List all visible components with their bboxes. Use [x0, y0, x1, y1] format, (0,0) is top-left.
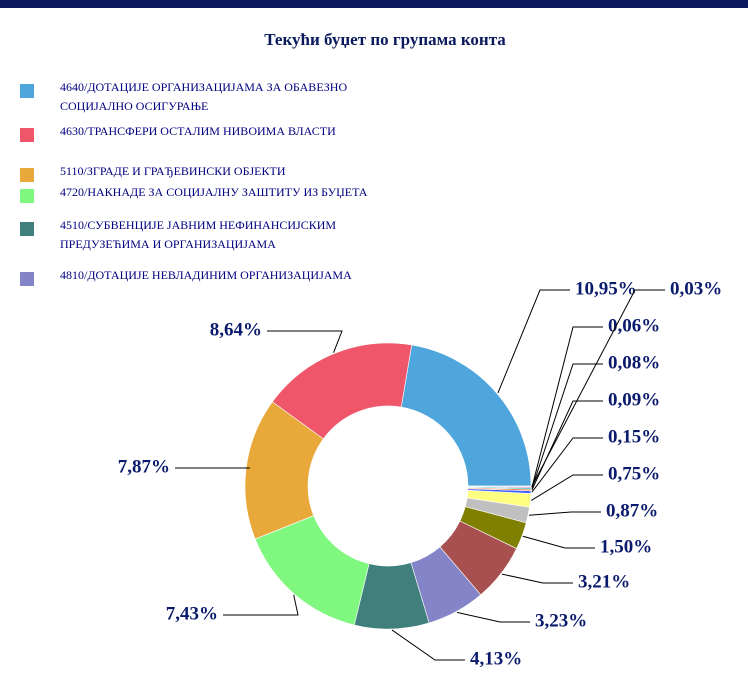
legend-label: 5110/ЗГРАДЕ И ГРАЂЕВИНСКИ ОБЈЕКТИ: [60, 164, 286, 178]
legend-label: 4640/ДОТАЦИЈЕ ОРГАНИЗАЦИЈАМА ЗА ОБАВЕЗНО…: [60, 80, 348, 113]
data-label: 0,87%: [606, 500, 658, 521]
leader-line: [497, 289, 570, 394]
data-label: 0,08%: [608, 352, 660, 373]
data-label: 7,43%: [166, 603, 218, 624]
data-label: 10,95%: [575, 278, 637, 299]
data-label: 0,15%: [608, 426, 660, 447]
leader-line: [531, 474, 603, 501]
data-label: 0,03%: [670, 278, 722, 299]
legend-swatch: [20, 168, 34, 182]
donut-slice: [467, 485, 532, 487]
data-label: 0,75%: [608, 463, 660, 484]
leader-line: [522, 535, 595, 549]
legend-swatch: [20, 222, 34, 236]
legend-swatch: [20, 128, 34, 142]
data-label: 3,23%: [535, 610, 587, 631]
data-label: 4,13%: [470, 648, 522, 669]
leader-line: [501, 573, 573, 584]
legend-swatch: [20, 189, 34, 203]
data-label: 0,09%: [608, 389, 660, 410]
leader-line: [531, 437, 603, 493]
legend-label: 4720/НАКНАДЕ ЗА СОЦИЈАЛНУ ЗАШТИТУ ИЗ БУЏ…: [60, 185, 368, 199]
leader-line: [456, 611, 530, 623]
leader-line: [223, 594, 299, 616]
data-label: 1,50%: [600, 536, 652, 557]
chart-title: Текући буџет по групама конта: [264, 30, 506, 49]
legend-label: 4510/СУБВЕНЦИЈЕ ЈАВНИМ НЕФИНАНСИЈСКИМ ПР…: [60, 218, 337, 251]
top-bar: [0, 0, 748, 8]
legend-label: 4810/ДОТАЦИЈЕ НЕВЛАДИНИМ ОРГАНИЗАЦИЈАМА: [60, 268, 352, 282]
donut-slice: [400, 344, 532, 487]
data-label: 0,06%: [608, 315, 660, 336]
leader-line: [531, 363, 603, 489]
leader-line: [267, 330, 343, 353]
data-label: 8,64%: [210, 319, 262, 340]
legend-label: 4630/ТРАНСФЕРИ ОСТАЛИМ НИВОИМА ВЛАСТИ: [60, 124, 336, 138]
legend-swatch: [20, 272, 34, 286]
leader-line: [391, 629, 465, 661]
leader-line: [528, 511, 601, 516]
legend-swatch: [20, 84, 34, 98]
data-label: 7,87%: [118, 456, 170, 477]
donut-slice: [254, 515, 370, 626]
leader-line: [531, 289, 665, 487]
leader-line: [531, 326, 603, 488]
data-label: 3,21%: [578, 571, 630, 592]
